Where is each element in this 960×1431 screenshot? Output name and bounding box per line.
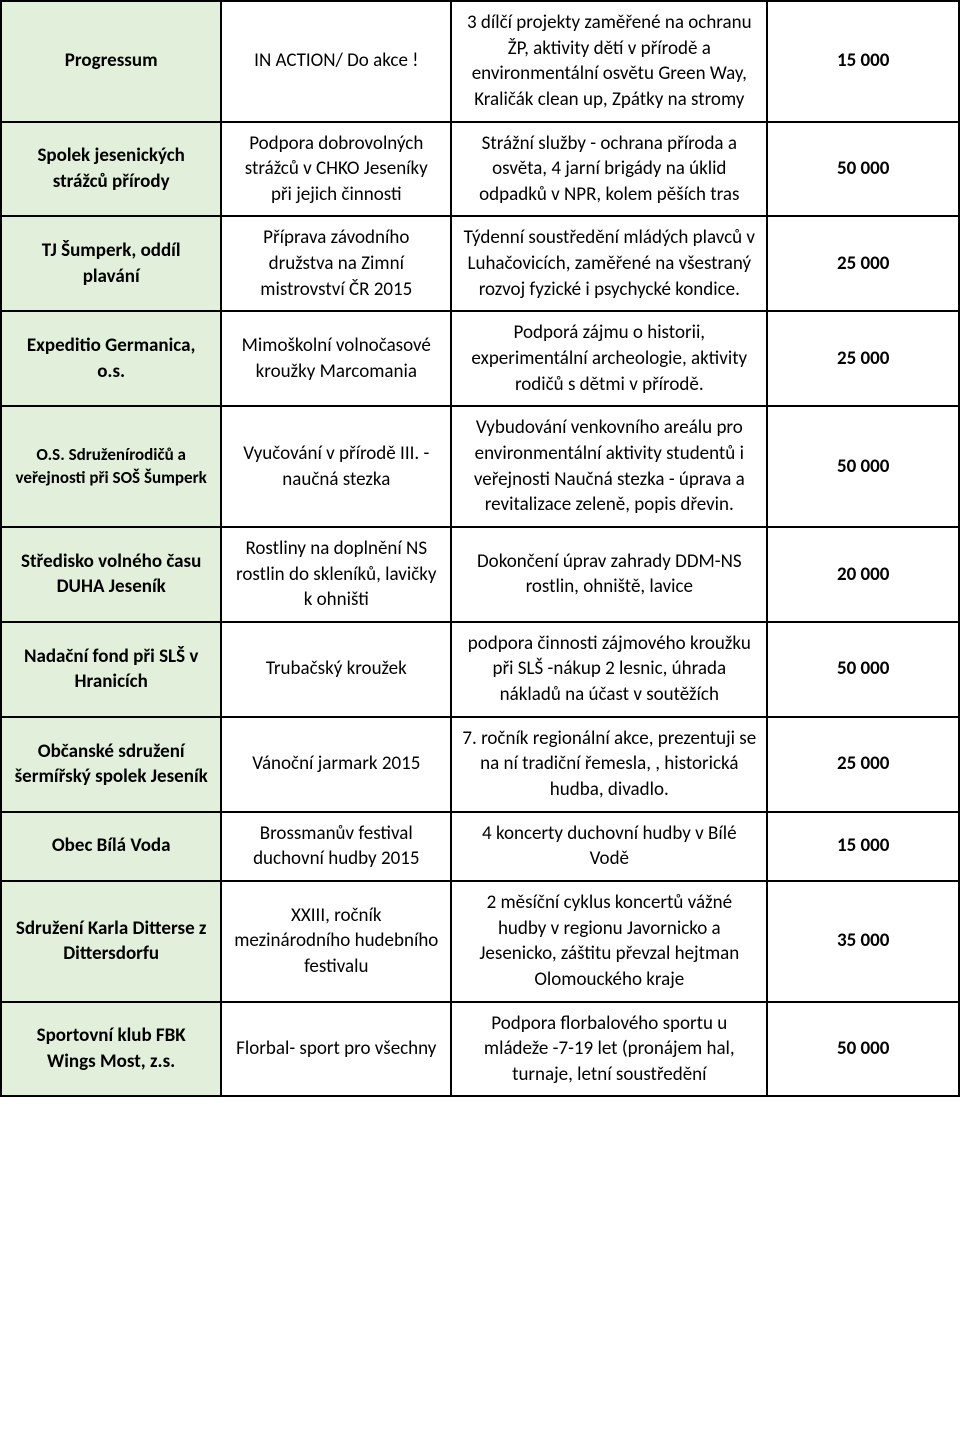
grants-table-page: ProgressumIN ACTION/ Do akce !3 dílčí pr… <box>0 0 960 1097</box>
org-cell: Středisko volného času DUHA Jeseník <box>1 527 221 622</box>
desc-cell: Podporá zájmu o historii, experimentální… <box>451 311 767 406</box>
table-row: Expeditio Germanica, o.s.Mimoškolní voln… <box>1 311 959 406</box>
project-cell: XXIII, ročník mezinárodního hudebního fe… <box>221 881 451 1002</box>
org-cell: O.S. Sdruženírodičů a veřejnosti při SOŠ… <box>1 406 221 527</box>
org-cell: Sdružení Karla Ditterse z Dittersdorfu <box>1 881 221 1002</box>
desc-cell: Podpora florbalového sportu u mládeže -7… <box>451 1002 767 1097</box>
project-cell: Mimoškolní volnočasové kroužky Marcomani… <box>221 311 451 406</box>
table-row: ProgressumIN ACTION/ Do akce !3 dílčí pr… <box>1 1 959 122</box>
project-cell: Příprava závodního družstva na Zimní mis… <box>221 216 451 311</box>
table-row: Sdružení Karla Ditterse z DittersdorfuXX… <box>1 881 959 1002</box>
amount-cell: 35 000 <box>767 881 959 1002</box>
table-row: Nadační fond při SLŠ v HranicíchTrubačsk… <box>1 622 959 717</box>
table-row: Středisko volného času DUHA JeseníkRostl… <box>1 527 959 622</box>
table-row: TJ Šumperk, oddíl plaváníPříprava závodn… <box>1 216 959 311</box>
table-row: O.S. Sdruženírodičů a veřejnosti při SOŠ… <box>1 406 959 527</box>
desc-cell: 2 měsíční cyklus koncertů vážné hudby v … <box>451 881 767 1002</box>
amount-cell: 15 000 <box>767 812 959 881</box>
table-row: Občanské sdružení šermířský spolek Jesen… <box>1 717 959 812</box>
project-cell: Brossmanův festival duchovní hudby 2015 <box>221 812 451 881</box>
project-cell: Trubačský kroužek <box>221 622 451 717</box>
desc-cell: Vybudování venkovního areálu pro environ… <box>451 406 767 527</box>
amount-cell: 15 000 <box>767 1 959 122</box>
amount-cell: 25 000 <box>767 216 959 311</box>
grants-table-body: ProgressumIN ACTION/ Do akce !3 dílčí pr… <box>1 1 959 1096</box>
amount-cell: 20 000 <box>767 527 959 622</box>
org-cell: Sportovní klub FBK Wings Most, z.s. <box>1 1002 221 1097</box>
grants-table: ProgressumIN ACTION/ Do akce !3 dílčí pr… <box>0 0 960 1097</box>
table-row: Sportovní klub FBK Wings Most, z.s.Florb… <box>1 1002 959 1097</box>
amount-cell: 50 000 <box>767 122 959 217</box>
project-cell: IN ACTION/ Do akce ! <box>221 1 451 122</box>
desc-cell: Týdenní soustředění mládých plavců v Luh… <box>451 216 767 311</box>
project-cell: Podpora dobrovolných strážců v CHKO Jese… <box>221 122 451 217</box>
org-cell: Expeditio Germanica, o.s. <box>1 311 221 406</box>
desc-cell: Strážní služby - ochrana příroda a osvět… <box>451 122 767 217</box>
amount-cell: 25 000 <box>767 717 959 812</box>
amount-cell: 50 000 <box>767 1002 959 1097</box>
amount-cell: 50 000 <box>767 406 959 527</box>
project-cell: Rostliny na doplnění NS rostlin do sklen… <box>221 527 451 622</box>
project-cell: Vánoční jarmark 2015 <box>221 717 451 812</box>
table-row: Obec Bílá VodaBrossmanův festival duchov… <box>1 812 959 881</box>
desc-cell: 3 dílčí projekty zaměřené na ochranu ŽP,… <box>451 1 767 122</box>
desc-cell: Dokončení úprav zahrady DDM-NS rostlin, … <box>451 527 767 622</box>
project-cell: Vyučování v přírodě III. - naučná stezka <box>221 406 451 527</box>
org-cell: Spolek jesenických strážců přírody <box>1 122 221 217</box>
desc-cell: 4 koncerty duchovní hudby v Bílé Vodě <box>451 812 767 881</box>
amount-cell: 25 000 <box>767 311 959 406</box>
desc-cell: 7. ročník regionální akce, prezentuji se… <box>451 717 767 812</box>
amount-cell: 50 000 <box>767 622 959 717</box>
org-cell: Obec Bílá Voda <box>1 812 221 881</box>
table-row: Spolek jesenických strážců přírodyPodpor… <box>1 122 959 217</box>
org-cell: Nadační fond při SLŠ v Hranicích <box>1 622 221 717</box>
org-cell: Progressum <box>1 1 221 122</box>
desc-cell: podpora činnosti zájmového kroužku při S… <box>451 622 767 717</box>
org-cell: Občanské sdružení šermířský spolek Jesen… <box>1 717 221 812</box>
project-cell: Florbal- sport pro všechny <box>221 1002 451 1097</box>
org-cell: TJ Šumperk, oddíl plavání <box>1 216 221 311</box>
